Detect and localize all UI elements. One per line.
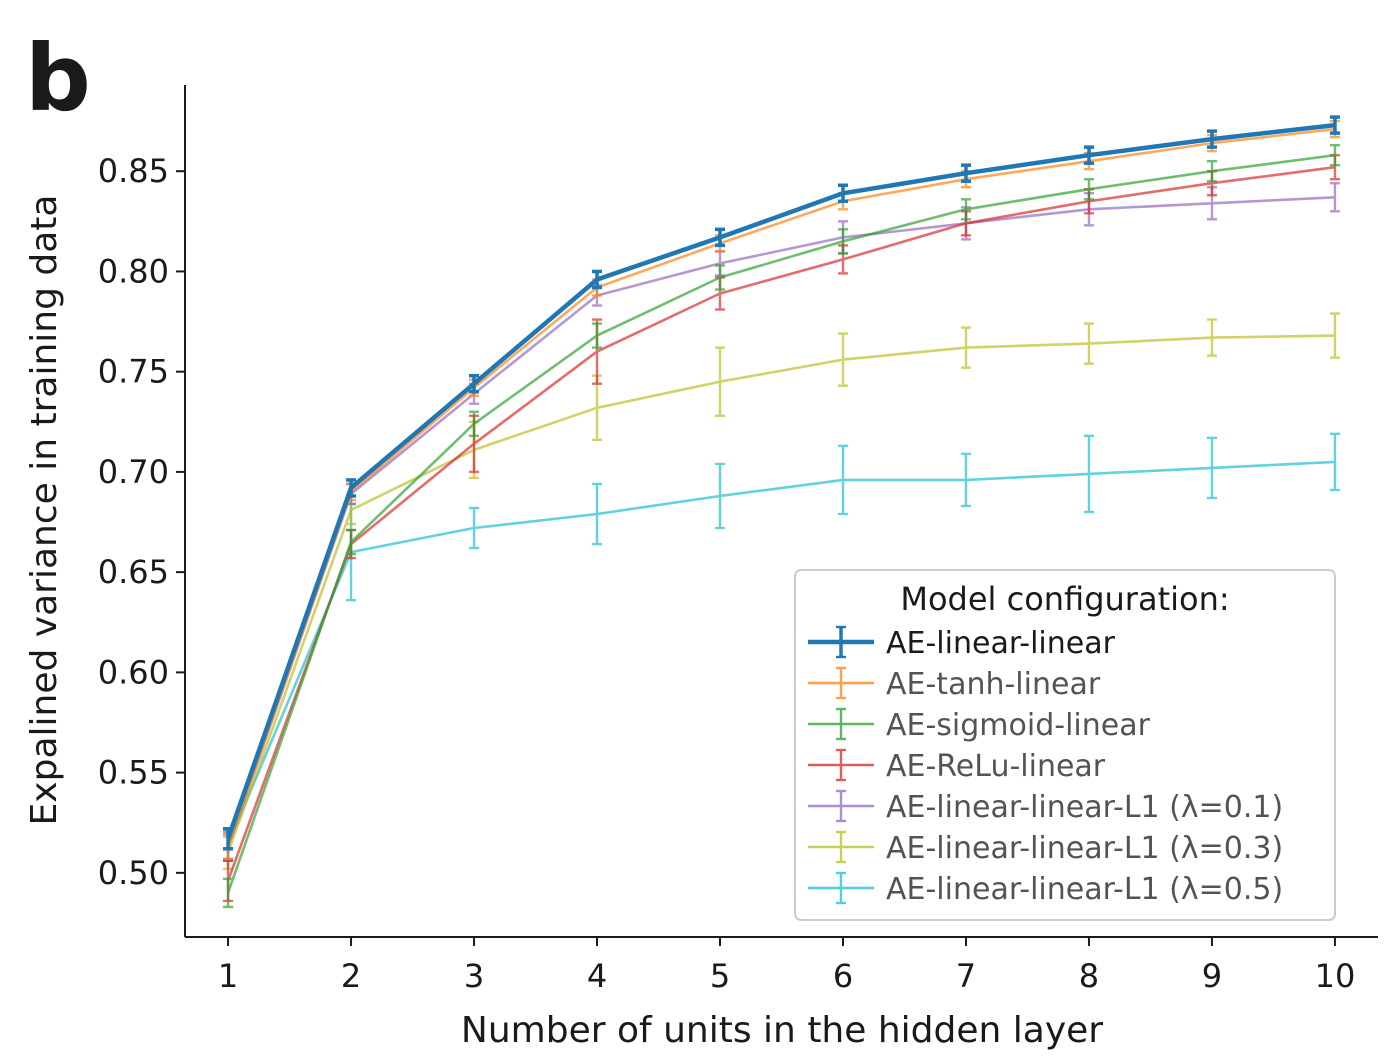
legend-label: AE-tanh-linear	[886, 667, 1101, 702]
x-tick-label: 5	[710, 957, 730, 995]
legend-frame	[794, 569, 1336, 921]
legend-label: AE-linear-linear-L1 (λ=0.3)	[886, 831, 1283, 866]
y-tick-label: 0.60	[98, 653, 169, 691]
legend-title: Model configuration:	[900, 580, 1229, 618]
legend-entry: AE-tanh-linear	[808, 666, 1101, 702]
plot-series	[223, 115, 1340, 909]
legend-entries: AE-linear-linear AE-tanh-linear AE-sigmoid…	[808, 625, 1283, 907]
x-tick-label: 9	[1202, 957, 1222, 995]
y-tick-label: 0.55	[98, 754, 169, 792]
y-tick-label: 0.65	[98, 553, 169, 591]
legend-entry: AE-ReLu-linear	[808, 748, 1106, 784]
series-line	[226, 127, 1336, 848]
panel-label: b	[25, 25, 91, 132]
y-tick-label: 0.80	[98, 252, 169, 290]
x-tick-label: 7	[956, 957, 976, 995]
plot-axes	[184, 85, 1378, 938]
series-line	[225, 122, 1336, 840]
legend-label: AE-ReLu-linear	[886, 749, 1106, 784]
x-tick-label: 6	[833, 957, 853, 995]
series-ae-linear-linear	[223, 115, 1340, 851]
legend-entry: AE-linear-linear-L1 (λ=0.5)	[808, 871, 1283, 907]
legend-label: AE-linear-linear-L1 (λ=0.5)	[886, 872, 1283, 907]
legend-entry: AE-sigmoid-linear	[808, 707, 1151, 743]
x-tick-label: 2	[341, 957, 361, 995]
legend-entry: AE-linear-linear-L1 (λ=0.1)	[808, 789, 1283, 825]
x-tick-label: 1	[218, 957, 238, 995]
series-line	[226, 460, 1336, 846]
x-axis-ticks: 1 2 3 4 5 6 7 8 9 10	[218, 937, 1355, 995]
legend-label: AE-sigmoid-linear	[886, 708, 1151, 743]
legend-label: AE-linear-linear-L1 (λ=0.1)	[886, 790, 1283, 825]
series-line	[226, 165, 1336, 882]
series-line	[226, 334, 1336, 854]
series-line	[226, 196, 1336, 848]
x-tick-label: 3	[464, 957, 484, 995]
series-line	[226, 153, 1336, 894]
x-tick-label: 4	[587, 957, 607, 995]
legend-entry: AE-linear-linear	[808, 625, 1116, 661]
y-tick-label: 0.70	[98, 453, 169, 491]
y-tick-label: 0.50	[98, 854, 169, 892]
y-tick-label: 0.75	[98, 353, 169, 391]
x-tick-label: 8	[1079, 957, 1099, 995]
legend-label: AE-linear-linear	[886, 626, 1116, 661]
y-tick-label: 0.85	[98, 152, 169, 190]
y-axis-ticks: 0.50 0.55 0.60 0.65 0.70 0.75 0.80 0.85	[98, 152, 185, 892]
x-axis-label: Number of units in the hidden layer	[461, 1010, 1103, 1051]
series-ae-sigmoid-linear	[223, 143, 1340, 909]
legend: Model configuration: AE-linear-linearAE-…	[794, 569, 1336, 921]
legend-entry: AE-linear-linear-L1 (λ=0.3)	[808, 830, 1283, 866]
x-tick-label: 10	[1315, 957, 1356, 995]
series-ae-linear-linear-l1-0-5	[223, 432, 1340, 861]
y-axis-label: Expalined variance in training data	[24, 195, 65, 826]
